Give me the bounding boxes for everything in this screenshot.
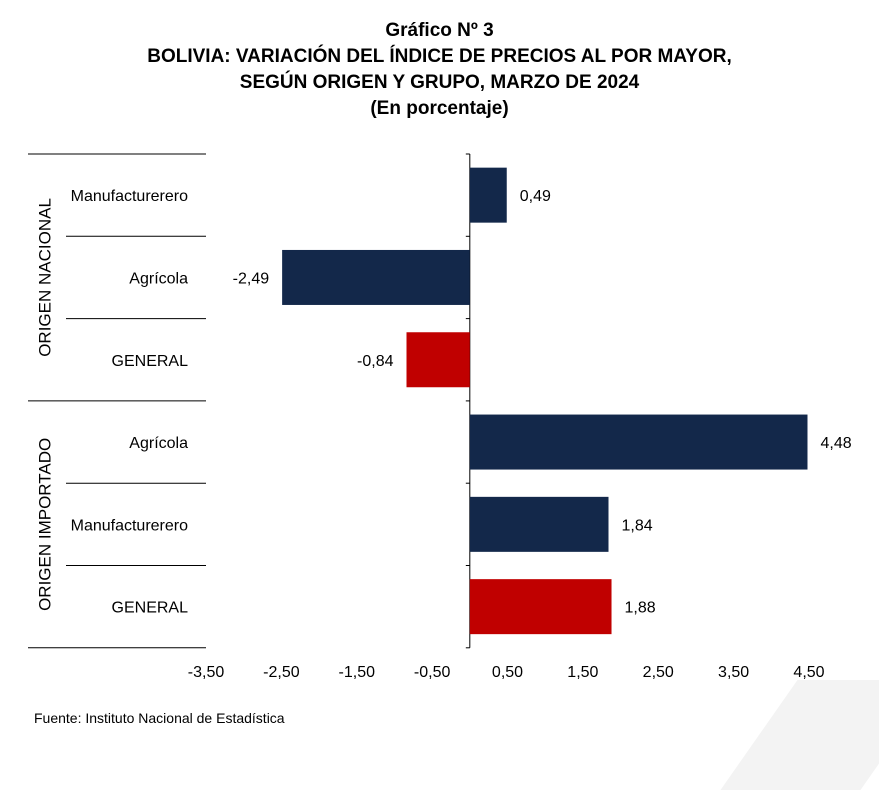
x-tick-label: -1,50	[339, 664, 376, 681]
source-note: Fuente: Instituto Nacional de Estadístic…	[34, 710, 285, 726]
data-label: -2,49	[233, 270, 270, 287]
chart-title-line-2: BOLIVIA: VARIACIÓN DEL ÍNDICE DE PRECIOS…	[147, 46, 732, 67]
x-tick-label: 4,50	[793, 664, 824, 681]
category-label: Agrícola	[129, 270, 188, 287]
x-tick-label: -0,50	[414, 664, 451, 681]
group-label: ORIGEN NACIONAL	[35, 198, 54, 357]
bar	[469, 414, 808, 470]
x-tick-label: 0,50	[492, 664, 523, 681]
chart-title-line-3: SEGÚN ORIGEN Y GRUPO, MARZO DE 2024	[239, 72, 640, 93]
data-label: 1,84	[622, 517, 653, 534]
category-label: Agrícola	[129, 435, 188, 452]
bar	[469, 496, 609, 552]
category-label: GENERAL	[112, 600, 189, 617]
chart-title-line-1: Gráfico Nº 3	[385, 20, 494, 41]
category-label: Manufacturerero	[71, 517, 188, 534]
x-tick-label: 2,50	[643, 664, 674, 681]
data-label: -0,84	[357, 353, 394, 370]
group-label: ORIGEN IMPORTADO	[35, 438, 54, 611]
x-tick-label: -2,50	[263, 664, 300, 681]
x-tick-label: -3,50	[188, 664, 225, 681]
data-label: 0,49	[520, 188, 551, 205]
category-label: GENERAL	[112, 353, 189, 370]
x-tick-label: 1,50	[567, 664, 598, 681]
bar	[282, 249, 470, 305]
chart-subtitle: (En porcentaje)	[370, 98, 509, 119]
x-tick-label: 3,50	[718, 664, 749, 681]
category-label: Manufacturerero	[71, 188, 188, 205]
bar	[469, 167, 507, 223]
data-label: 4,48	[820, 435, 851, 452]
data-label: 1,88	[625, 600, 656, 617]
bar	[469, 579, 612, 635]
bar-chart: ORIGEN NACIONAL Manufacturerero 0,49 Agríco…	[28, 153, 852, 681]
bar	[406, 332, 470, 388]
